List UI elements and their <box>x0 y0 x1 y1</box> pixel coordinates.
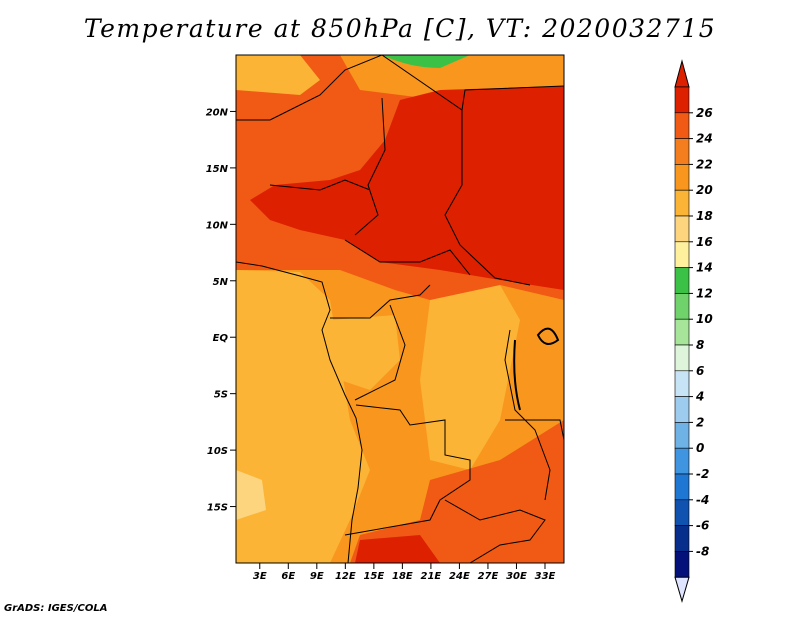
colorbar-swatch <box>674 112 690 139</box>
border-nigeria <box>269 179 371 191</box>
colorbar-swatch <box>674 344 690 372</box>
colorbar-label: 18 <box>696 209 713 223</box>
field-hot-south <box>350 420 564 563</box>
lon-tick-label: 30E <box>506 571 527 582</box>
field-cool-southwest <box>236 470 266 520</box>
border-car <box>344 239 471 276</box>
colorbar-label: 10 <box>696 312 713 326</box>
lon-tick-label: 24E <box>449 571 470 582</box>
colorbar-label: 0 <box>696 441 704 455</box>
colorbar-label: -8 <box>696 544 709 558</box>
border-congo-2 <box>354 304 406 401</box>
colorbar-label: -2 <box>696 467 709 481</box>
lon-tick-label: 21E <box>421 571 442 582</box>
colorbar-swatch <box>674 422 690 449</box>
border-north-1 <box>236 55 383 121</box>
field-mild-congo <box>330 315 400 390</box>
colorbar-label: 6 <box>696 364 704 378</box>
temperature-field <box>236 55 564 563</box>
field-green-north <box>382 55 470 68</box>
border-sudan <box>444 110 531 286</box>
lon-tick-label: 15E <box>363 571 384 582</box>
credit-label: GrADS: IGES/COLA <box>4 603 108 614</box>
colorbar-label: 22 <box>696 157 713 171</box>
colorbar-swatch <box>674 447 690 475</box>
country-borders <box>236 55 564 563</box>
colorbar-over-arrow <box>674 59 690 88</box>
colorbar-label: 16 <box>696 235 713 249</box>
colorbar-swatch <box>674 164 690 191</box>
lat-tick-label: 5N <box>213 277 229 288</box>
colorbar-swatch <box>674 473 690 501</box>
colorbar-label: 12 <box>696 286 713 300</box>
border-zambia <box>444 499 546 563</box>
colorbar-swatch <box>674 499 690 526</box>
lat-tick-label: 15N <box>206 164 229 175</box>
lat-tick-label: 5S <box>214 390 228 401</box>
colorbar-label: 4 <box>695 390 704 404</box>
colorbar-label: -6 <box>696 519 709 533</box>
lon-tick-label: 6E <box>281 571 295 582</box>
lake-tanganyika <box>513 339 521 411</box>
lat-tick-label: 10N <box>206 220 229 231</box>
colorbar-swatch <box>674 86 690 114</box>
colorbar-label: 26 <box>696 106 713 120</box>
colorbar-swatch <box>674 396 690 423</box>
lat-tick-label: 20N <box>206 107 229 118</box>
chart-title: Temperature at 850hPa [C], VT: 202003271… <box>83 14 717 43</box>
lat-tick-label: EQ <box>213 333 229 344</box>
colorbar-label: 8 <box>696 338 704 352</box>
lon-tick-label: 12E <box>335 571 356 582</box>
lon-tick-label: 33E <box>535 571 556 582</box>
colorbar-label: -4 <box>696 493 709 507</box>
colorbar-label: 20 <box>696 183 713 197</box>
border-tanz <box>505 419 564 441</box>
coastline <box>236 261 363 563</box>
colorbar-swatch <box>674 525 690 552</box>
lon-tick-label: 9E <box>310 571 324 582</box>
lake-victoria <box>536 327 560 345</box>
colorbar-swatch <box>674 293 690 320</box>
lon-tick-label: 27E <box>478 571 499 582</box>
colorbar-swatch <box>674 138 690 165</box>
colorbar-swatch <box>674 189 690 217</box>
colorbar-swatch <box>674 318 690 346</box>
colorbar-under-arrow <box>674 576 690 603</box>
border-drc-angola <box>344 404 471 536</box>
axis-ticks: 20N 15N 10N 5N EQ 5S 10S 15S 3E 6E 9E 12E 15E 18E 21E 2… <box>206 107 556 582</box>
colorbar-swatch <box>674 215 690 243</box>
colorbar-swatch <box>674 370 690 397</box>
colorbar-swatch <box>674 241 690 268</box>
lat-tick-label: 15S <box>207 503 228 514</box>
lon-tick-label: 3E <box>253 571 267 582</box>
lon-tick-label: 18E <box>392 571 413 582</box>
field-very-hot-north <box>250 86 564 290</box>
colorbar-swatch <box>674 551 690 578</box>
colorbar-label: 2 <box>696 415 704 429</box>
map-frame <box>235 54 565 564</box>
field-mild-northwest <box>236 55 320 95</box>
field-very-hot-south <box>355 535 440 563</box>
border-north-2 <box>381 55 564 111</box>
border-congo-1 <box>330 284 431 319</box>
colorbar-label: 14 <box>696 261 713 275</box>
colorbar-label: 24 <box>696 132 713 146</box>
border-chad <box>354 97 386 236</box>
lat-tick-label: 10S <box>207 446 228 457</box>
colorbar-swatch <box>674 267 690 294</box>
